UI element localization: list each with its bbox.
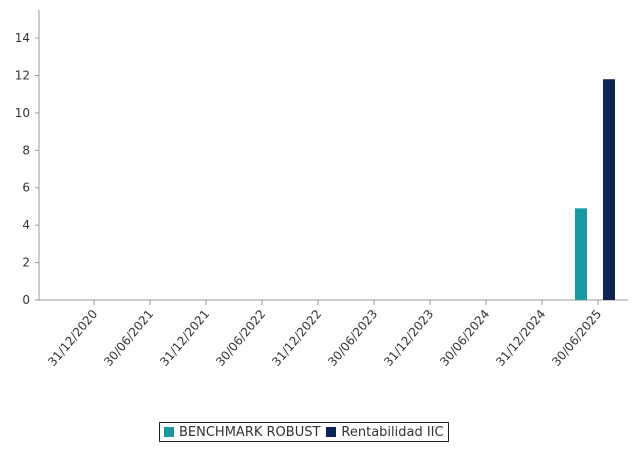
bars <box>575 79 615 301</box>
y-tick-label: 4 <box>22 218 30 232</box>
legend: BENCHMARK ROBUST Rentabilidad IIC <box>159 422 449 442</box>
legend-label-rentabilidad: Rentabilidad IIC <box>341 424 444 440</box>
x-tick-label: 31/12/2023 <box>381 307 436 369</box>
legend-swatch-benchmark <box>164 427 174 437</box>
axes <box>38 10 628 301</box>
y-tick-label: 10 <box>15 106 30 120</box>
x-tick-label: 30/06/2023 <box>325 307 380 369</box>
x-tick-label: 30/06/2025 <box>549 307 604 369</box>
y-tick-label: 8 <box>22 143 30 157</box>
y-tick-label: 2 <box>22 256 30 270</box>
legend-item-benchmark[interactable]: BENCHMARK ROBUST <box>164 425 320 440</box>
x-axis-ticks: 31/12/2020 30/06/2021 31/12/2021 30/06/2022… <box>45 300 604 369</box>
legend-label-benchmark: BENCHMARK ROBUST <box>179 424 321 440</box>
bar-benchmark[interactable] <box>575 208 587 300</box>
x-tick-label: 30/06/2022 <box>213 307 268 369</box>
y-tick-label: 6 <box>22 181 30 195</box>
y-axis-ticks: 0 2 4 6 8 10 12 14 <box>15 31 39 307</box>
y-tick-label: 12 <box>15 68 30 82</box>
y-tick-label: 14 <box>15 31 30 45</box>
x-tick-label: 31/12/2021 <box>157 307 212 369</box>
x-tick-label: 31/12/2024 <box>493 307 548 369</box>
bar-rentabilidad[interactable] <box>603 79 615 301</box>
y-tick-label: 0 <box>22 293 30 307</box>
legend-swatch-rentabilidad <box>326 427 337 437</box>
legend-item-rentabilidad[interactable]: Rentabilidad IIC <box>326 424 444 440</box>
x-tick-label: 31/12/2020 <box>45 307 100 369</box>
x-tick-label: 30/06/2021 <box>101 307 156 369</box>
x-tick-label: 30/06/2024 <box>437 307 492 369</box>
x-tick-label: 31/12/2022 <box>269 307 324 369</box>
